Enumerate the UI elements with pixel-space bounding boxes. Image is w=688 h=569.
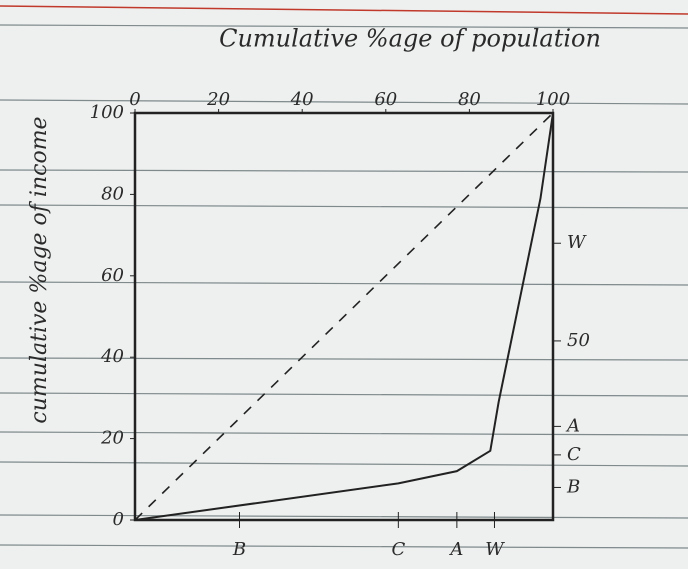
- y-tick-label: 80: [101, 183, 124, 204]
- annotation-label: B: [566, 476, 580, 497]
- y-tick-label: 0: [113, 509, 124, 530]
- annotation-label: W: [567, 232, 587, 253]
- page: Cumulative %age of population cumulative…: [0, 0, 688, 569]
- y-tick-label: 100: [90, 102, 124, 123]
- x-tick-label: 60: [374, 89, 397, 110]
- x-tick-label: 40: [290, 89, 314, 110]
- chart-title: Cumulative %age of population: [219, 25, 601, 53]
- x-tick-label: 100: [536, 89, 570, 110]
- annotation-label: B: [232, 539, 246, 560]
- annotation-label: 50: [567, 330, 590, 351]
- annotation-label: A: [565, 415, 580, 436]
- y-tick-label: 60: [101, 265, 124, 286]
- annotation-label: A: [448, 539, 463, 560]
- y-axis-title: cumulative %age of income: [27, 116, 52, 423]
- y-tick-label: 40: [100, 346, 124, 367]
- annotation-label: W: [485, 539, 505, 560]
- x-tick-label: 20: [206, 89, 230, 110]
- x-tick-label: 0: [129, 89, 140, 110]
- y-tick-label: 20: [100, 428, 124, 449]
- annotation-label: C: [391, 539, 405, 560]
- annotation-label: C: [567, 444, 581, 465]
- x-tick-label: 80: [458, 89, 481, 110]
- chart: Cumulative %age of population cumulative…: [0, 0, 688, 569]
